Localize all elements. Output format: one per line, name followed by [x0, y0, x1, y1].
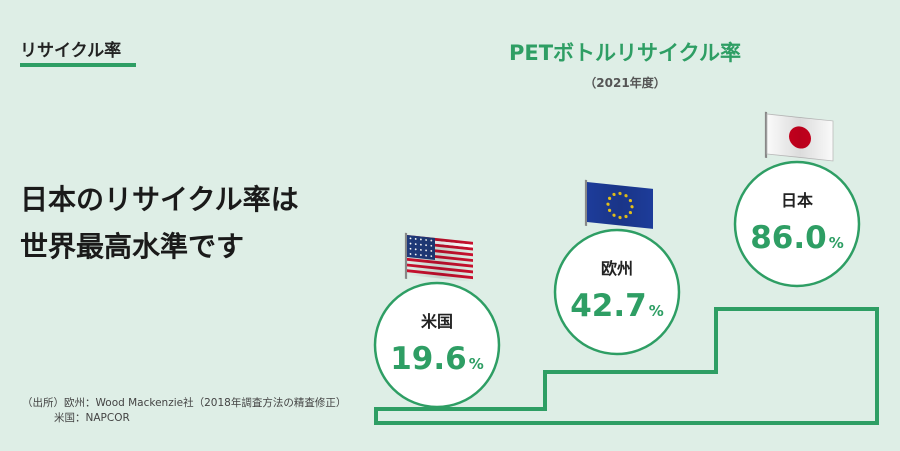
value-label: 86.0% [750, 220, 844, 256]
value-circle [733, 160, 861, 288]
us-flag-icon [404, 232, 473, 282]
category-label: 米国 [421, 312, 453, 331]
headline-line-2: 世界最高水準です [20, 230, 245, 263]
eu-flag-icon [584, 179, 653, 229]
section-tag-underline [20, 63, 136, 67]
source-line-1: （出所）欧州：Wood Mackenzie社（2018年調査方法の精査修正） [22, 397, 347, 409]
chart-subtitle: （2021年度） [584, 76, 666, 90]
section-tag: リサイクル率 [20, 41, 122, 61]
value-circle [553, 228, 681, 356]
source-note: （出所）欧州：Wood Mackenzie社（2018年調査方法の精査修正） 米… [22, 396, 346, 426]
value-label: 42.7% [570, 288, 664, 324]
value-label: 19.6% [390, 341, 484, 377]
staircase-outline [374, 307, 879, 425]
value-circle [373, 281, 501, 409]
japan-flag-icon [764, 111, 834, 162]
category-label: 欧州 [601, 259, 633, 278]
headline: 日本のリサイクル率は 世界最高水準です [20, 176, 299, 270]
source-line-2: 米国：NAPCOR [54, 412, 130, 424]
headline-line-1: 日本のリサイクル率は [20, 183, 299, 216]
chart-title: PETボトルリサイクル率 [508, 41, 741, 65]
category-label: 日本 [781, 191, 813, 210]
